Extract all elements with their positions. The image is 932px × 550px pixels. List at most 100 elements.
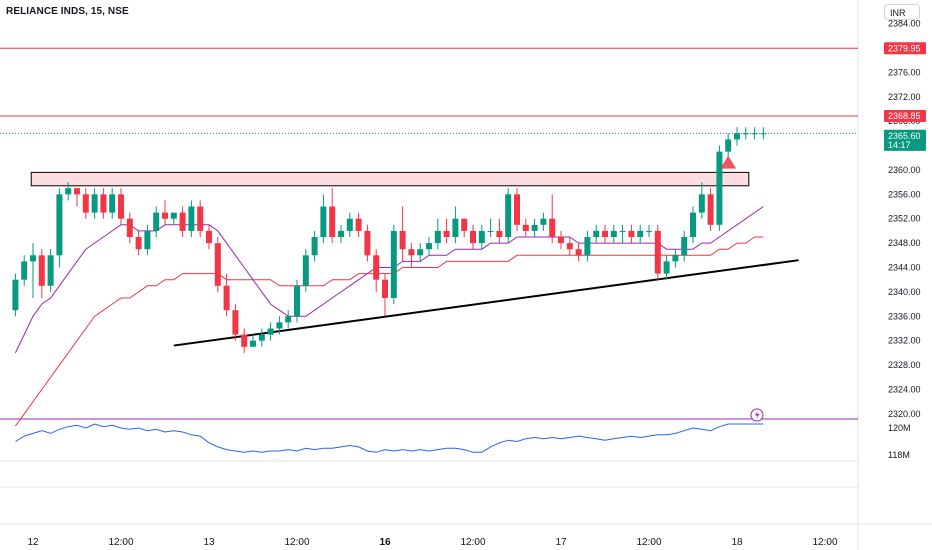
candle-body: [250, 340, 256, 347]
candle-body: [452, 218, 459, 238]
candle-body: [206, 230, 212, 244]
currency-button[interactable]: INR: [884, 4, 920, 20]
price-tick-label: 2348.00: [888, 238, 921, 248]
candle-body: [619, 230, 626, 232]
candle-body: [751, 133, 758, 135]
candle-body: [637, 230, 644, 238]
candle-body: [566, 243, 573, 250]
price-badge-label: 2368.85: [888, 111, 921, 121]
price-tick-label: 2352.00: [888, 214, 921, 224]
candle-body: [584, 237, 591, 256]
candle-body: [197, 206, 204, 231]
price-tick-label: 2332.00: [888, 336, 921, 346]
candle-body: [338, 230, 344, 238]
volume-line: [15, 423, 764, 453]
candle-body: [74, 188, 80, 195]
candle-body: [91, 194, 98, 213]
candle-body: [690, 212, 696, 238]
candle-body: [707, 194, 714, 225]
price-tick-label: 2324.00: [888, 384, 921, 394]
candle-body: [179, 212, 186, 231]
candle-body: [602, 230, 608, 238]
trendline: [173, 259, 799, 347]
candle-body: [373, 255, 380, 280]
candle-body: [646, 230, 652, 232]
candle-body: [30, 255, 36, 262]
candle-body: [681, 237, 688, 256]
candle-body: [698, 194, 705, 213]
price-tick-label: 2340.00: [888, 287, 921, 297]
candle-body: [531, 224, 538, 231]
candle-body: [12, 279, 19, 311]
candle-body: [663, 261, 670, 274]
candle-body: [47, 255, 54, 286]
price-badge: [884, 138, 926, 151]
candle-body: [258, 334, 265, 341]
candle-body: [487, 230, 494, 232]
candle-body: [100, 194, 107, 213]
candle-body: [267, 328, 274, 335]
lightning-icon: [755, 411, 760, 419]
candle-body: [276, 322, 283, 329]
candle-body: [355, 218, 362, 231]
candle-body: [725, 139, 732, 152]
price-tick-label: 2360.00: [888, 165, 921, 175]
candle-body: [461, 218, 468, 231]
price-tick-label: 2376.00: [888, 67, 921, 77]
candle-body: [109, 194, 116, 213]
candle-body: [399, 230, 406, 250]
price-badge: [884, 109, 926, 122]
symbol-title: RELIANCE INDS, 15, NSE: [6, 6, 129, 17]
price-tick-label: 2384.00: [888, 19, 921, 29]
candle-body: [716, 151, 723, 225]
time-tick-label: 12:00: [812, 537, 837, 548]
time-tick-label: 12:00: [636, 537, 661, 548]
price-tick-label: 2320.00: [888, 409, 921, 419]
candle-body: [346, 218, 353, 231]
candle-body: [496, 230, 503, 238]
time-tick-label: 12: [27, 537, 39, 548]
candle-body: [426, 243, 432, 250]
candle-body: [302, 255, 309, 286]
candle-body: [144, 230, 151, 250]
time-tick-label: 18: [731, 537, 743, 548]
candle-body: [153, 212, 160, 231]
candle-body: [672, 255, 679, 262]
candle-body: [434, 230, 441, 244]
candle-body: [734, 133, 740, 140]
candle-body: [329, 206, 336, 238]
candle-body: [38, 255, 45, 286]
candle-body: [575, 249, 582, 256]
candle-body: [118, 194, 124, 219]
price-tick-label: 2356.00: [888, 189, 921, 199]
candle-body: [522, 224, 529, 231]
candle-body: [364, 230, 371, 256]
candle-body: [126, 218, 133, 238]
volume-tick-label: 120M: [888, 423, 911, 433]
candle-body: [478, 230, 485, 244]
time-tick-label: 16: [379, 537, 391, 548]
candle-body: [188, 206, 195, 231]
price-badge: [884, 129, 926, 142]
candle-body: [408, 249, 415, 256]
candle-body: [760, 133, 767, 135]
time-tick-label: 17: [555, 537, 567, 548]
resistance-zone: [30, 171, 750, 187]
price-tick-label: 2372.00: [888, 92, 921, 102]
candle-body: [549, 218, 556, 238]
candle-body: [558, 237, 564, 244]
signal-marker: [720, 155, 737, 169]
candle-body: [170, 212, 177, 219]
candle-body: [223, 285, 230, 311]
time-tick-label: 12:00: [460, 537, 485, 548]
price-badge-label: 2379.95: [888, 43, 921, 53]
candle-body: [241, 334, 248, 347]
price-badge-label: 2365.60: [888, 131, 921, 141]
candle-body: [82, 194, 89, 213]
price-tick-label: 2344.00: [888, 263, 921, 273]
volume-tick-label: 118M: [888, 450, 910, 460]
candle-body: [628, 230, 635, 238]
candle-body: [610, 230, 617, 238]
candle-body: [320, 206, 327, 238]
